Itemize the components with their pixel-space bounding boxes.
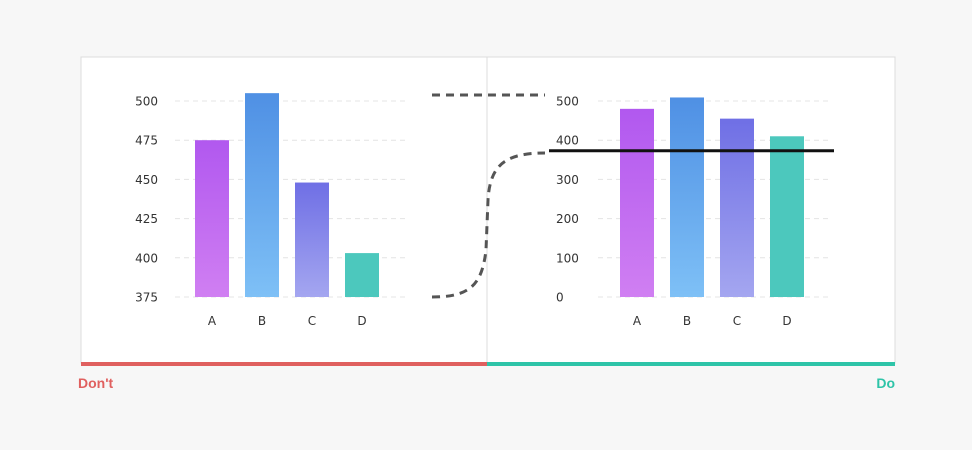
do-bar-c — [720, 118, 754, 297]
dont-label: Don't — [78, 375, 114, 391]
dont-ytick-label: 425 — [135, 212, 158, 226]
do-bar-a — [620, 108, 654, 297]
dont-xtick-label: A — [208, 314, 217, 328]
do-chart: 0 100 200 300 400 500 A B C D — [549, 95, 834, 328]
do-xtick-label: C — [733, 314, 741, 328]
do-ytick-label: 300 — [556, 173, 579, 187]
dont-ytick-label: 400 — [135, 251, 158, 265]
do-label: Do — [876, 375, 895, 391]
do-bar-d — [770, 136, 804, 297]
do-ytick-label: 100 — [556, 251, 579, 265]
connector-bottom — [431, 151, 546, 299]
do-xtick-label: A — [633, 314, 642, 328]
do-bar-b — [670, 97, 704, 297]
do-ytick-label: 400 — [556, 134, 579, 148]
dont-ytick-label: 450 — [135, 173, 158, 187]
dont-ytick-label: 375 — [135, 291, 158, 305]
do-xtick-label: B — [683, 314, 691, 328]
do-rule — [487, 362, 895, 366]
dont-chart: 375 400 425 450 475 500 A B C D — [135, 93, 407, 328]
do-ytick-label: 200 — [556, 212, 579, 226]
dont-bar-b — [245, 93, 279, 297]
dont-xtick-label: B — [258, 314, 266, 328]
dont-ytick-label: 500 — [135, 95, 158, 109]
do-xtick-label: D — [782, 314, 791, 328]
dont-panel — [80, 56, 488, 364]
dont-rule — [81, 362, 487, 366]
dont-bar-a — [195, 140, 229, 297]
dont-bar-c — [295, 182, 329, 297]
do-ytick-label: 500 — [556, 95, 579, 109]
do-ytick-label: 0 — [556, 291, 564, 305]
dont-xtick-label: C — [308, 314, 316, 328]
dont-ytick-label: 475 — [135, 134, 158, 148]
dont-bar-d — [345, 253, 379, 297]
dont-xtick-label: D — [357, 314, 366, 328]
